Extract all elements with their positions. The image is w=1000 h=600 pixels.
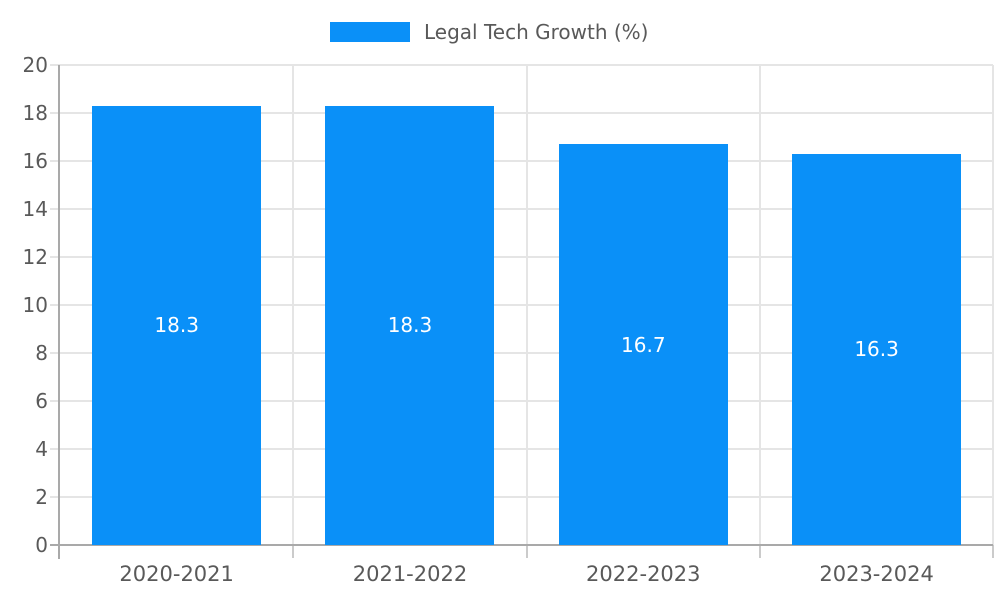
y-tick-label: 0 <box>35 533 48 557</box>
y-gridline <box>50 112 994 114</box>
y-gridline <box>50 496 994 498</box>
y-tick-label: 16 <box>22 149 48 173</box>
bar-value-label: 16.7 <box>621 332 666 357</box>
bar-value-label: 16.3 <box>854 337 899 362</box>
x-axis-line <box>50 544 994 546</box>
legend-label: Legal Tech Growth (%) <box>424 20 649 44</box>
y-gridline <box>50 400 994 402</box>
bar: 16.7 <box>558 144 728 545</box>
y-gridline <box>50 304 994 306</box>
x-gridline <box>525 65 528 545</box>
x-category-label: 2020-2021 <box>119 562 234 586</box>
x-tick-mark <box>758 545 761 558</box>
x-tick-mark <box>292 545 295 558</box>
y-tick-label: 8 <box>35 341 48 365</box>
y-tick-label: 2 <box>35 485 48 509</box>
y-tick-label: 12 <box>22 245 48 269</box>
x-tick-mark <box>992 545 995 558</box>
bar-value-label: 18.3 <box>387 313 433 338</box>
chart-legend: Legal Tech Growth (%) <box>330 20 648 44</box>
y-gridline <box>50 448 994 450</box>
y-gridline <box>50 160 994 162</box>
y-gridline <box>50 352 994 354</box>
bar: 18.3 <box>325 105 495 545</box>
y-gridline <box>50 64 994 66</box>
y-tick-label: 14 <box>22 197 48 221</box>
y-tick-label: 6 <box>35 389 48 413</box>
x-gridline <box>992 65 995 545</box>
y-tick-label: 20 <box>22 53 48 77</box>
y-axis-line <box>58 65 60 559</box>
y-tick-label: 18 <box>22 101 48 125</box>
y-tick-label: 4 <box>35 437 48 461</box>
x-gridline <box>292 65 295 545</box>
y-tick-label: 10 <box>22 293 48 317</box>
x-category-label: 2023-2024 <box>819 562 934 586</box>
bar-value-label: 18.3 <box>154 313 199 338</box>
x-tick-mark <box>525 545 528 558</box>
bar: 18.3 <box>92 105 262 545</box>
y-gridline <box>50 256 994 258</box>
legend-swatch <box>330 22 410 42</box>
y-gridline <box>50 208 994 210</box>
x-gridline <box>758 65 761 545</box>
x-category-label: 2022-2023 <box>586 562 701 586</box>
bar: 16.3 <box>792 153 962 545</box>
x-category-label: 2021-2022 <box>352 562 468 586</box>
